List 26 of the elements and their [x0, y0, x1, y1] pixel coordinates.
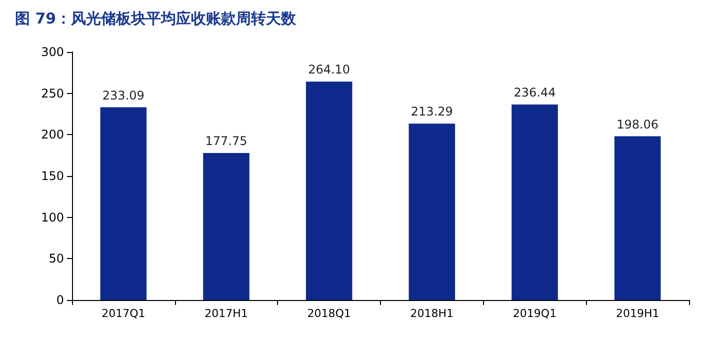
- data-label: 198.06: [616, 117, 659, 132]
- data-label: 236.44: [514, 86, 556, 100]
- data-label: 177.75: [205, 134, 248, 148]
- bar: [100, 107, 147, 300]
- x-tick-label: 2018H1: [410, 307, 454, 320]
- bar: [614, 136, 661, 300]
- y-tick-label: 200: [41, 128, 64, 142]
- data-label: 264.10: [308, 62, 350, 77]
- data-label: 213.29: [410, 104, 453, 119]
- y-tick-label: 250: [41, 86, 64, 100]
- bar: [512, 104, 558, 300]
- chart-title: 图 79：风光储板块平均应收账款周转天数: [15, 10, 298, 28]
- y-tick-label: 50: [48, 252, 64, 266]
- bar: [203, 153, 250, 300]
- bar: [408, 124, 456, 300]
- data-label: 233.09: [102, 88, 144, 102]
- x-tick-label: 2019H1: [616, 307, 660, 320]
- x-tick-label: 2017H1: [204, 307, 248, 320]
- x-tick-label: 2018Q1: [307, 307, 351, 320]
- x-tick-label: 2017Q1: [102, 307, 146, 320]
- y-tick-label: 100: [41, 210, 64, 224]
- y-tick-label: 150: [41, 169, 64, 183]
- bar: [306, 82, 352, 300]
- y-tick-label: 0: [56, 293, 64, 307]
- x-tick-label: 2019Q1: [512, 307, 557, 320]
- y-tick-label: 300: [41, 45, 64, 59]
